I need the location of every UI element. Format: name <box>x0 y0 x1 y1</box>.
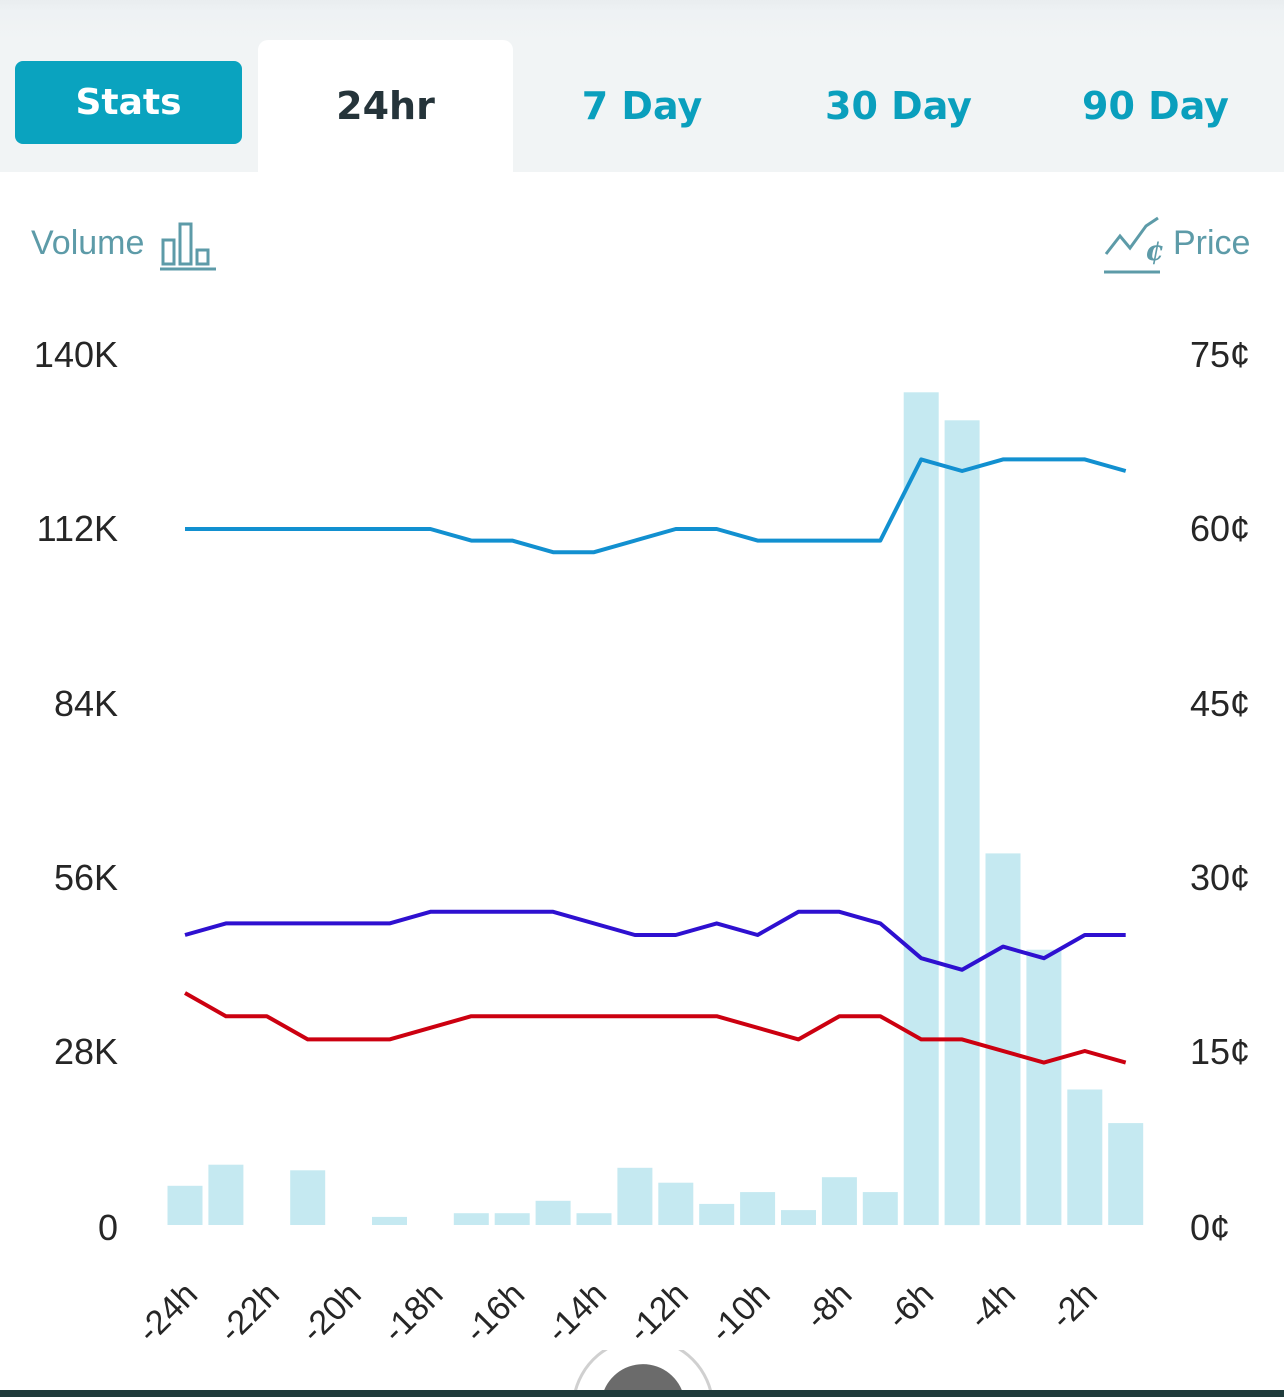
volume-bar <box>781 1210 816 1225</box>
bar-chart-icon[interactable] <box>158 218 220 274</box>
y-left-tick: 28K <box>53 1031 118 1072</box>
tab-30-day[interactable]: 30 Day <box>825 84 972 128</box>
volume-bar <box>658 1182 694 1225</box>
x-tick-label: -6h <box>880 1275 942 1337</box>
volume-bar <box>576 1213 612 1225</box>
y-left-tick: 56K <box>53 857 118 898</box>
x-tick-label: -4h <box>961 1275 1023 1337</box>
y-right-tick: 15¢ <box>1190 1031 1251 1072</box>
volume-bar <box>1026 949 1062 1225</box>
y-right-tick: 30¢ <box>1190 857 1251 898</box>
drag-handle[interactable] <box>570 1350 716 1397</box>
x-tick-label: -24h <box>130 1275 205 1350</box>
volume-legend-label[interactable]: Volume <box>31 224 145 262</box>
y-right-tick: 45¢ <box>1190 683 1251 724</box>
volume-bar <box>1108 1123 1144 1225</box>
price-legend-label[interactable]: Price <box>1173 224 1251 262</box>
volume-bar <box>740 1192 776 1225</box>
x-tick-label: -16h <box>457 1275 532 1350</box>
x-tick-label: -18h <box>375 1275 450 1350</box>
x-tick-label: -20h <box>294 1275 369 1350</box>
price-line-series-2 <box>184 909 1126 972</box>
volume-bar <box>494 1213 530 1225</box>
tab-7-day[interactable]: 7 Day <box>581 84 703 128</box>
price-line-series-3 <box>184 991 1127 1065</box>
y-left-tick: 112K <box>36 508 118 549</box>
svg-text:¢: ¢ <box>1145 234 1164 267</box>
x-tick-label: -8h <box>798 1275 860 1337</box>
x-tick-label: -14h <box>539 1275 614 1350</box>
stats-button[interactable]: Stats <box>15 61 242 144</box>
volume-bar <box>862 1192 898 1225</box>
y-left-tick: 84K <box>53 683 118 724</box>
x-tick-label: -2h <box>1043 1275 1105 1337</box>
y-right-tick: 75¢ <box>1190 334 1251 375</box>
volume-bar <box>535 1200 571 1225</box>
volume-bar <box>208 1164 244 1225</box>
volume-bar <box>903 392 939 1225</box>
volume-bar <box>985 853 1021 1225</box>
tab-24hr[interactable]: 24hr <box>258 40 513 172</box>
volume-bar <box>290 1170 326 1225</box>
tab-90-day[interactable]: 90 Day <box>1082 84 1229 128</box>
volume-bar <box>699 1203 735 1225</box>
y-right-tick: 0¢ <box>1190 1207 1231 1248</box>
bottom-bar <box>0 1390 1284 1397</box>
volume-bar <box>1067 1089 1103 1225</box>
y-left-tick: 0 <box>97 1207 118 1248</box>
price-line-series-1 <box>185 457 1127 555</box>
volume-bar <box>821 1177 857 1225</box>
price-line-icon[interactable]: ¢ <box>1100 214 1166 276</box>
volume-bar <box>617 1167 653 1225</box>
volume-bar <box>453 1213 489 1225</box>
y-left-tick: 140K <box>33 334 118 375</box>
y-right-tick: 60¢ <box>1190 508 1251 549</box>
volume-bar <box>372 1216 407 1225</box>
volume-bar <box>944 420 980 1226</box>
x-tick-label: -10h <box>703 1275 778 1350</box>
x-tick-label: -12h <box>621 1275 696 1350</box>
x-tick-label: -22h <box>212 1275 287 1350</box>
volume-bar <box>167 1185 203 1225</box>
